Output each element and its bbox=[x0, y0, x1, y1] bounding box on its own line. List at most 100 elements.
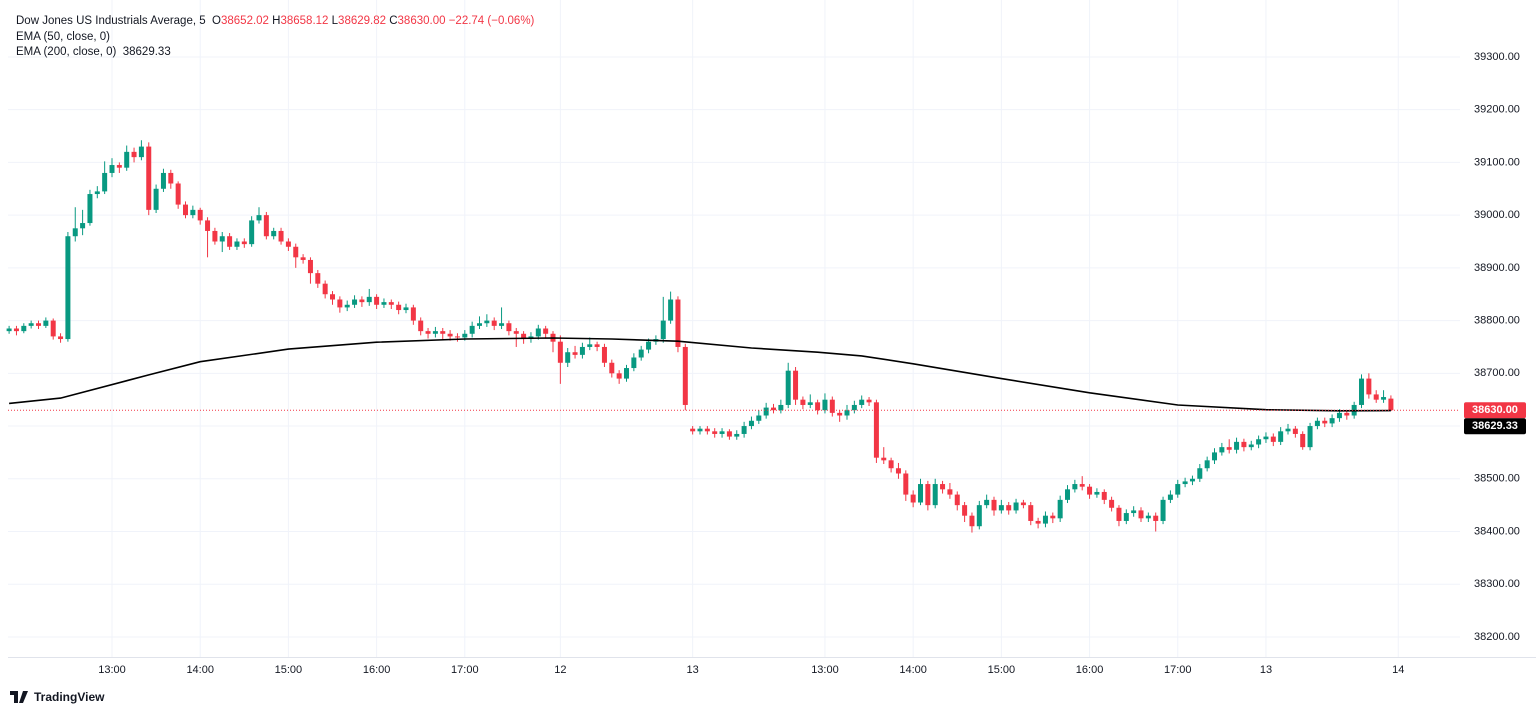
candle-body bbox=[535, 328, 541, 337]
price-label: 38629.33 bbox=[1472, 420, 1518, 432]
y-tick-label: 39200.00 bbox=[1474, 104, 1520, 116]
candle-body bbox=[675, 299, 681, 347]
candle-body bbox=[1189, 478, 1195, 482]
candle-body bbox=[6, 328, 12, 332]
candle-body bbox=[859, 399, 865, 405]
candle-body bbox=[1145, 515, 1151, 519]
x-tick-label: 15:00 bbox=[275, 664, 303, 676]
candle-body bbox=[1388, 398, 1394, 411]
candle-body bbox=[499, 323, 505, 326]
candle-body bbox=[410, 307, 416, 321]
x-tick-label: 12 bbox=[554, 664, 566, 676]
candle-body bbox=[748, 420, 754, 427]
candle-body bbox=[1300, 433, 1306, 448]
candle-body bbox=[624, 368, 630, 379]
candle-body bbox=[741, 426, 747, 434]
ohlc-label: H bbox=[272, 15, 281, 27]
candle-body bbox=[58, 336, 64, 340]
ema-line bbox=[9, 337, 1391, 412]
candle-body bbox=[873, 402, 879, 458]
candle-body bbox=[219, 236, 225, 242]
indicator-name: EMA (200, close, 0) bbox=[16, 46, 117, 58]
candle-body bbox=[1087, 486, 1093, 495]
price-label: 38630.00 bbox=[1472, 404, 1518, 416]
candle-body bbox=[160, 172, 166, 189]
x-tick-label: 14 bbox=[1392, 664, 1404, 676]
candle-body bbox=[315, 273, 321, 284]
candle-body bbox=[168, 172, 174, 184]
candle-body bbox=[1013, 502, 1019, 511]
candle-body bbox=[991, 499, 997, 511]
candle-body bbox=[440, 331, 446, 334]
candle-body bbox=[13, 328, 19, 332]
y-tick-label: 38300.00 bbox=[1474, 578, 1520, 590]
candle-body bbox=[1307, 426, 1313, 448]
candle-body bbox=[771, 407, 777, 411]
candle-body bbox=[300, 257, 306, 260]
candle-body bbox=[646, 341, 652, 350]
candle-body bbox=[918, 484, 924, 503]
candle-body bbox=[1285, 428, 1291, 432]
candle-body bbox=[432, 331, 438, 334]
legend-row: Dow Jones US Industrials Average, 5 O386… bbox=[16, 14, 534, 30]
candle-body bbox=[1381, 397, 1387, 400]
indicator-value: 38629.33 bbox=[122, 46, 171, 58]
candle-body bbox=[1035, 520, 1041, 524]
candle-body bbox=[1322, 420, 1328, 424]
ohlc-label: L bbox=[331, 15, 339, 27]
candle-body bbox=[1116, 507, 1122, 521]
candle-body bbox=[396, 304, 402, 311]
candle-body bbox=[572, 352, 578, 355]
candle-body bbox=[271, 230, 277, 237]
candle-body bbox=[124, 151, 130, 168]
candle-body bbox=[837, 412, 843, 416]
candle-body bbox=[249, 220, 255, 245]
candle-body bbox=[1020, 502, 1026, 506]
candle-body bbox=[256, 215, 262, 221]
candle-body bbox=[1314, 420, 1320, 427]
candle-body bbox=[1197, 468, 1203, 479]
ohlc-value: 38630.00 bbox=[397, 15, 446, 27]
candle-body bbox=[579, 346, 585, 355]
candle-body bbox=[1050, 515, 1056, 519]
candle-body bbox=[1344, 412, 1350, 416]
candle-body bbox=[293, 246, 299, 258]
candle-body bbox=[932, 484, 938, 506]
candle-body bbox=[1373, 394, 1379, 400]
candle-body bbox=[734, 433, 740, 437]
candle-body bbox=[352, 299, 358, 305]
candle-body bbox=[403, 307, 409, 311]
candle-body bbox=[969, 515, 975, 527]
candle-body bbox=[359, 299, 365, 303]
price-label-box bbox=[1464, 402, 1526, 419]
candle-body bbox=[307, 259, 313, 274]
candle-body bbox=[557, 341, 563, 363]
candle-body bbox=[690, 428, 696, 432]
candle-body bbox=[925, 484, 931, 506]
price-label-box bbox=[1464, 418, 1526, 435]
candle-body bbox=[1028, 505, 1034, 521]
candle-body bbox=[506, 323, 512, 332]
candle-body bbox=[756, 415, 762, 421]
candle-body bbox=[21, 325, 27, 332]
brand: TradingView bbox=[10, 690, 104, 704]
candle-body bbox=[87, 194, 93, 224]
candle-body bbox=[1219, 447, 1225, 453]
candle-body bbox=[197, 209, 203, 221]
y-tick-label: 38900.00 bbox=[1474, 262, 1520, 274]
candle-body bbox=[895, 468, 901, 474]
candle-body bbox=[1006, 505, 1012, 511]
brand-name: TradingView bbox=[34, 690, 105, 704]
candle-body bbox=[1234, 441, 1240, 450]
candle-body bbox=[712, 431, 718, 434]
candle-body bbox=[682, 346, 688, 405]
candle-body bbox=[447, 333, 453, 337]
candle-body bbox=[565, 352, 571, 363]
x-tick-label: 16:00 bbox=[363, 664, 391, 676]
candle-body bbox=[491, 320, 497, 326]
legend-row: EMA (50, close, 0) bbox=[16, 30, 534, 46]
candle-body bbox=[807, 402, 813, 405]
candle-body bbox=[1131, 510, 1137, 514]
candle-body bbox=[881, 457, 887, 461]
y-tick-label: 38700.00 bbox=[1474, 367, 1520, 379]
